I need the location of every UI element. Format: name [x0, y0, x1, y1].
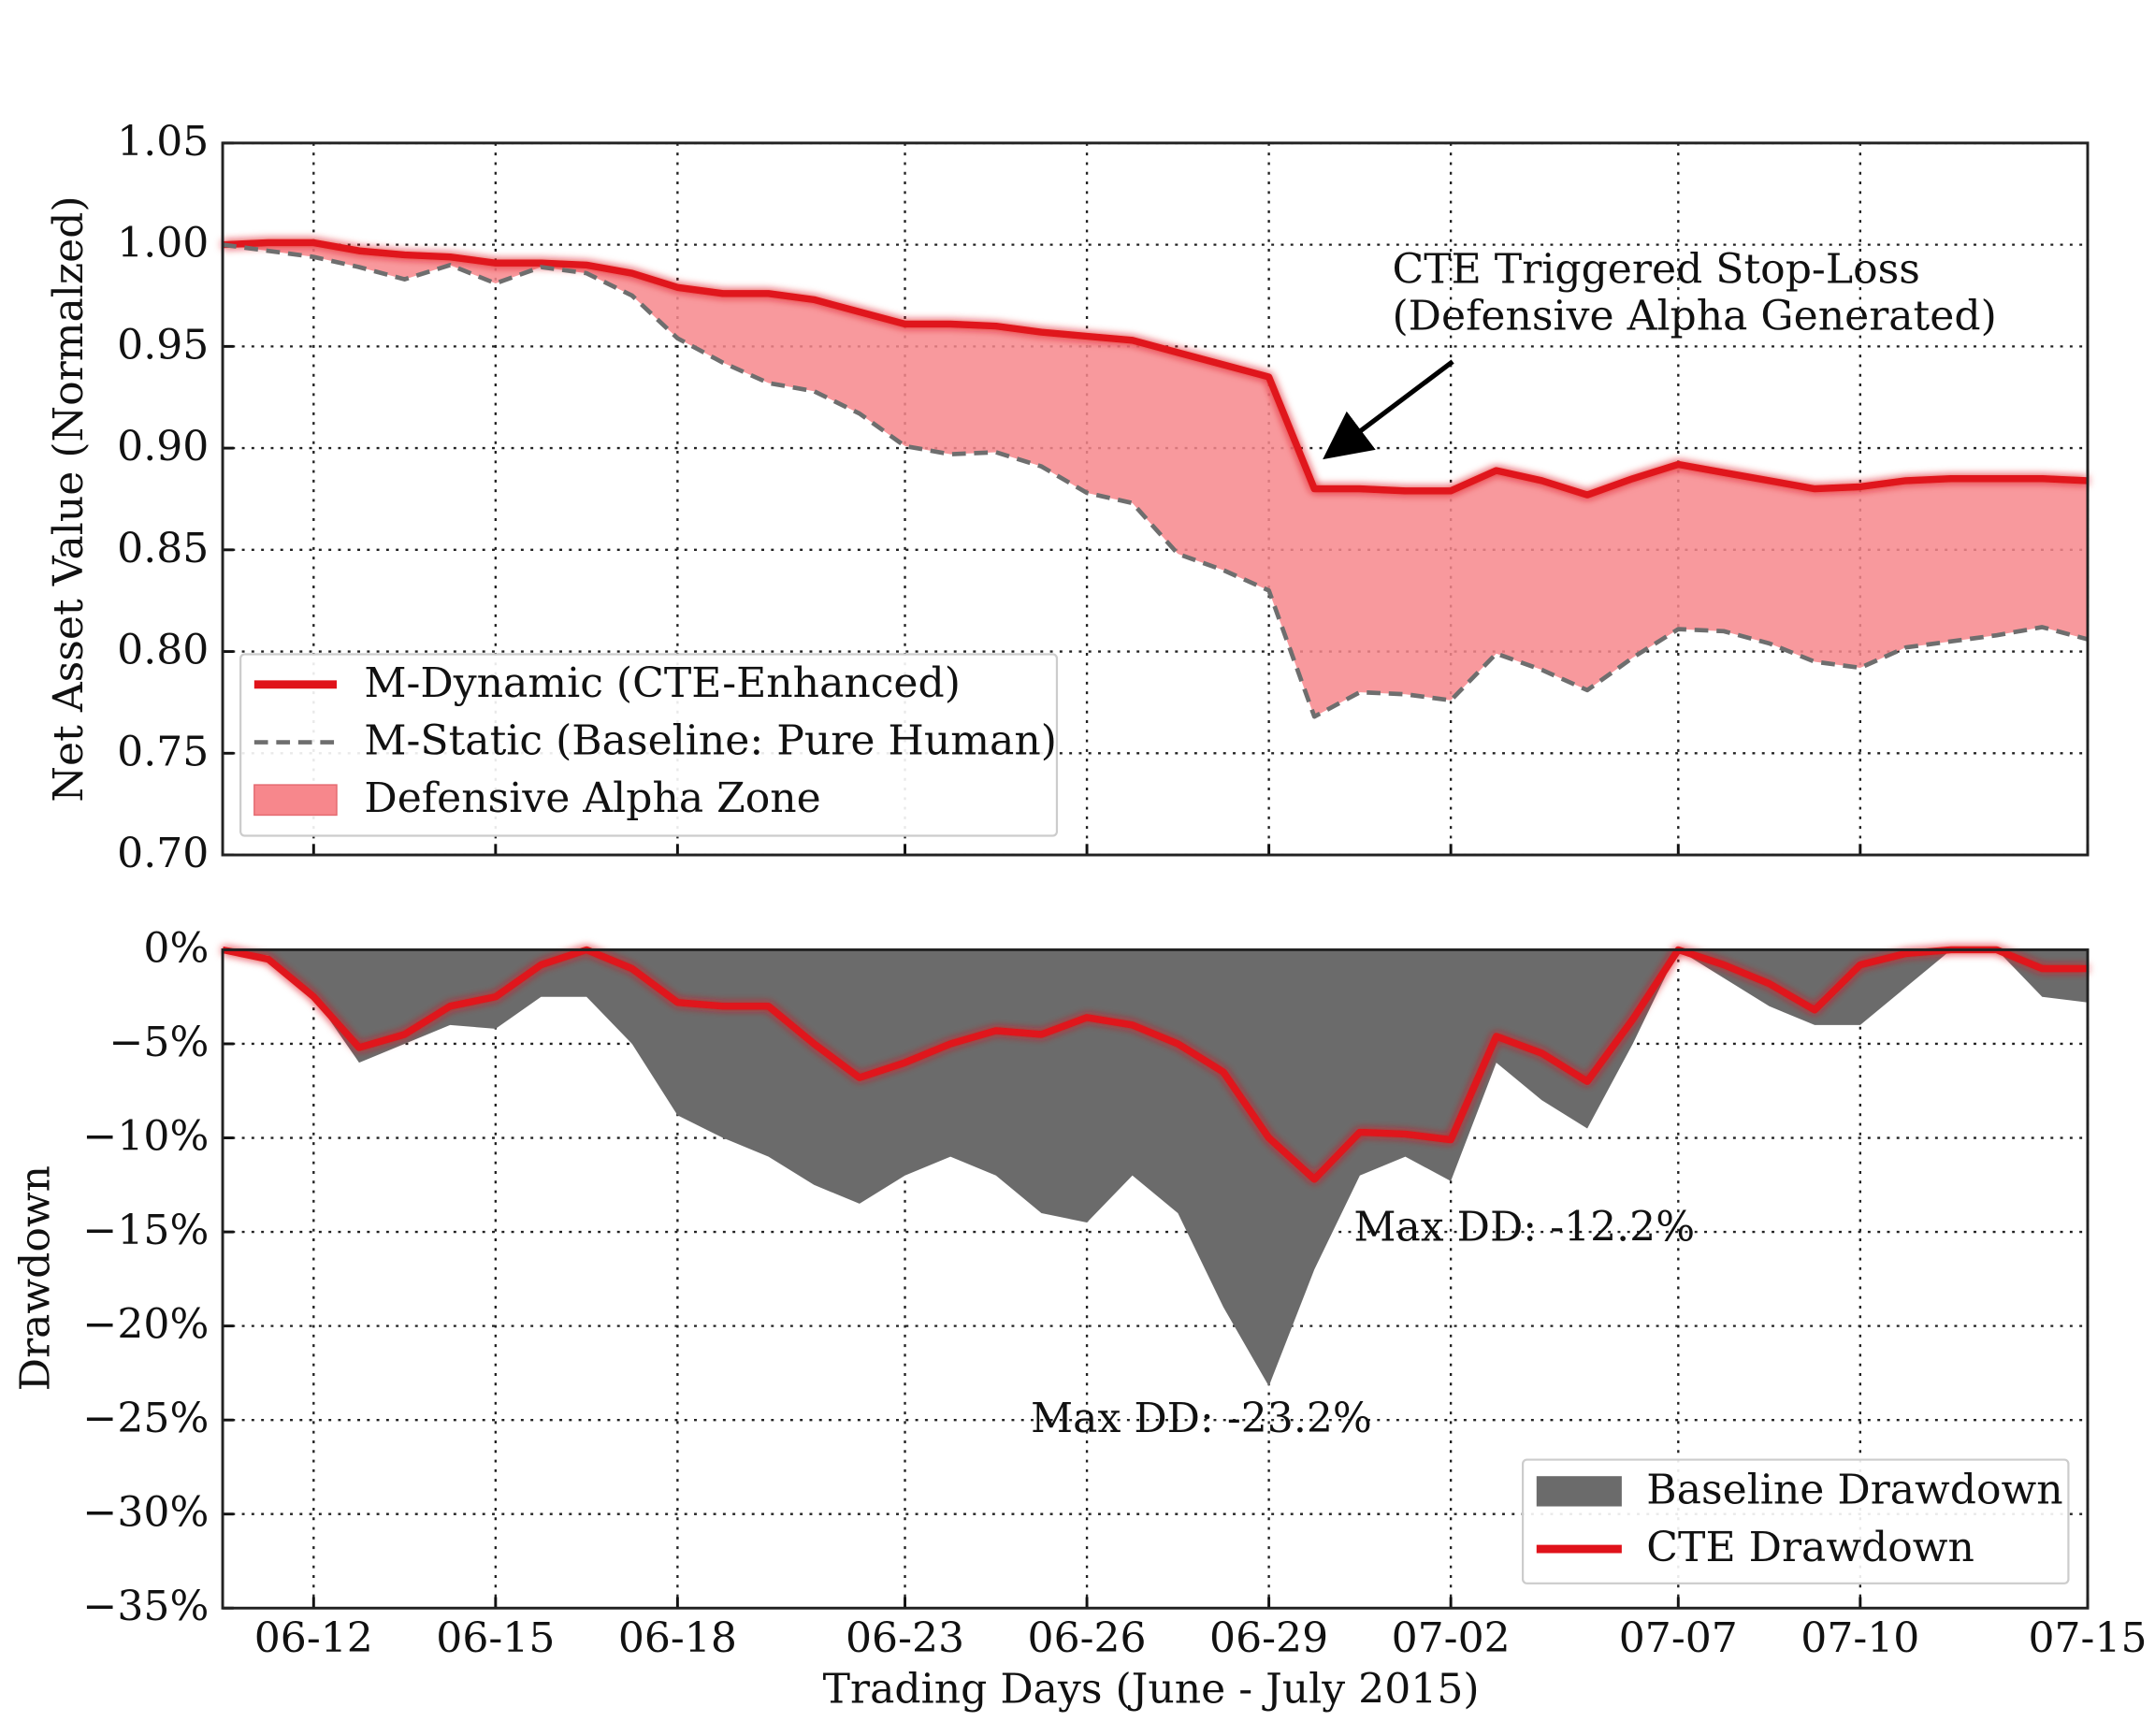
y-tick-label: −35%: [82, 1583, 209, 1630]
x-tick-label: 06-23: [846, 1614, 964, 1662]
annotation-text: (Defensive Alpha Generated): [1392, 292, 1996, 340]
series-line: [222, 242, 2089, 719]
annotation-text: Max DD: -12.2%: [1353, 1204, 1695, 1251]
y-tick-label: −5%: [108, 1019, 209, 1066]
legend-label: M-Static (Baseline: Pure Human): [364, 717, 1057, 765]
y-tick-label: −15%: [82, 1207, 209, 1254]
plot-frame: [221, 948, 2090, 1610]
x-tick-label: 06-29: [1209, 1614, 1328, 1662]
x-tick-label: 06-15: [436, 1614, 555, 1662]
series-line: [222, 239, 2089, 499]
x-tick-label: 06-26: [1028, 1614, 1147, 1662]
y-tick-label: 0%: [143, 924, 209, 972]
plot-frame: [221, 141, 2090, 857]
annotation-text: CTE Triggered Stop-Loss: [1392, 246, 1919, 294]
y-tick-label: 1.05: [117, 118, 209, 166]
x-tick-label: 06-12: [254, 1614, 373, 1662]
y-tick-label: 1.00: [117, 220, 209, 268]
legend-label: Baseline Drawdown: [1646, 1466, 2062, 1513]
y-tick-label: −10%: [82, 1112, 209, 1160]
legend-label: CTE Drawdown: [1646, 1524, 1974, 1571]
x-tick-label: 07-02: [1392, 1614, 1511, 1662]
y-tick-label: −25%: [82, 1395, 209, 1442]
annotation-text: Max DD: -23.2%: [1031, 1395, 1372, 1442]
y-axis-label: Net Asset Value (Normalzed): [45, 195, 93, 802]
x-axis-label: Trading Days (June - July 2015): [823, 1665, 1480, 1713]
y-tick-label: 0.85: [117, 525, 209, 572]
x-tick-label: 07-15: [2028, 1614, 2147, 1662]
y-tick-label: 0.75: [117, 728, 209, 775]
y-tick-label: −20%: [82, 1301, 209, 1349]
x-tick-label: 06-18: [618, 1614, 737, 1662]
y-tick-label: 0.90: [117, 423, 209, 470]
fill-between: [223, 242, 2089, 717]
y-tick-label: 0.80: [117, 627, 209, 674]
legend-label: Defensive Alpha Zone: [364, 774, 820, 822]
series-line: [222, 946, 2088, 1183]
annotation-arrow: [1323, 359, 1454, 460]
y-tick-label: −30%: [82, 1489, 209, 1537]
x-tick-label: 07-10: [1801, 1614, 1919, 1662]
y-axis-label: Drawdown: [12, 1165, 60, 1391]
legend-box: [1521, 1458, 2070, 1584]
legend-swatch: [1536, 1476, 1622, 1507]
legend-label: M-Dynamic (CTE-Enhanced): [364, 659, 961, 707]
y-tick-label: 0.95: [117, 321, 209, 369]
legend-swatch: [253, 784, 338, 817]
x-tick-label: 07-07: [1619, 1614, 1738, 1662]
y-tick-label: 0.70: [117, 830, 209, 877]
legend-box: [239, 653, 1059, 837]
area-fill: [223, 949, 2089, 1386]
